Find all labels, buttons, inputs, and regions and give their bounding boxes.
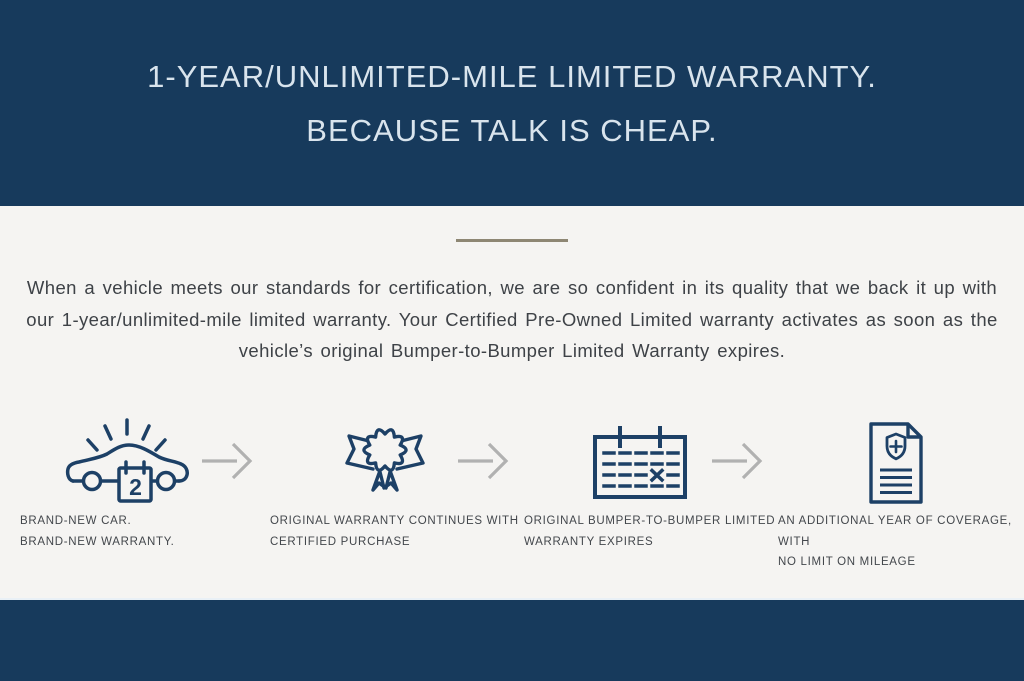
step-caption-line: WARRANTY EXPIRES [524,535,654,548]
step-caption-line: CERTIFIED PURCHASE [270,535,411,548]
arrow-right-icon [456,439,520,488]
warranty-intro-paragraph: When a vehicle meets our standards for c… [26,277,998,361]
footer-band [0,598,1024,681]
step-caption-line: BRAND-NEW WARRANTY. [20,535,175,548]
warranty-content-section: When a vehicle meets our standards for c… [0,206,1024,598]
step-caption-line: ORIGINAL WARRANTY CONTINUES WITH [270,515,519,527]
step-caption-line: BRAND-NEW CAR. [20,515,132,527]
award-ribbon-icon [343,416,427,506]
gold-divider-rule [456,239,568,242]
new-car-shine-icon: 2 [62,415,198,509]
step-caption: ORIGINAL WARRANTY CONTINUES WITH CERTIFI… [270,511,519,552]
calendar-expiry-icon [590,422,690,504]
hero-banner: 1-YEAR/UNLIMITED-MILE LIMITED WARRANTY. … [0,0,1024,206]
hero-headline-line2: BECAUSE TALK IS CHEAP. [306,113,718,148]
car-badge-number: 2 [129,474,142,500]
step-caption-line: ORIGINAL BUMPER-TO-BUMPER LIMITED [524,515,776,527]
arrow-right-icon [200,439,264,488]
coverage-document-shield-icon [864,420,928,506]
step-caption: BRAND-NEW CAR. BRAND-NEW WARRANTY. [20,511,175,552]
step-caption: ORIGINAL BUMPER-TO-BUMPER LIMITED WARRAN… [524,511,775,552]
arrow-right-icon [710,439,774,488]
step-caption: AN ADDITIONAL YEAR OF COVERAGE, WITH NO … [778,511,1024,573]
step-caption-line: NO LIMIT ON MILEAGE [778,556,916,568]
step-caption-line: AN ADDITIONAL YEAR OF COVERAGE, WITH [778,515,1012,548]
hero-headline-line1: 1-YEAR/UNLIMITED-MILE LIMITED WARRANTY. [147,59,877,94]
